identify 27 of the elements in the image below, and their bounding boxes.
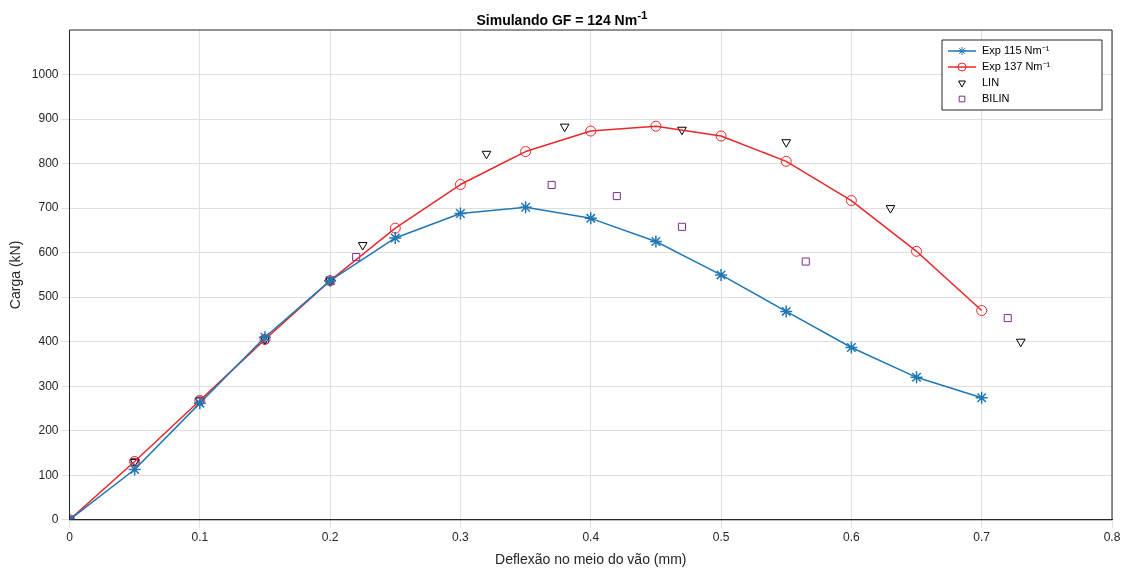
y-tick-label: 700 bbox=[38, 200, 59, 215]
x-axis-title: Deflexão no meio do vão (mm) bbox=[495, 551, 687, 568]
x-tick-label: 0.4 bbox=[582, 530, 600, 545]
x-tick-label: 0.5 bbox=[712, 530, 730, 545]
x-tick-label: 0.8 bbox=[1103, 530, 1121, 545]
y-tick-label: 600 bbox=[38, 244, 59, 259]
y-tick-label: 900 bbox=[38, 111, 59, 126]
x-tick-label: 0.6 bbox=[843, 530, 861, 545]
y-tick-label: 200 bbox=[38, 423, 59, 438]
x-tick-label: 0.2 bbox=[321, 530, 339, 545]
y-tick-label: 1000 bbox=[31, 66, 59, 81]
x-tick-label: 0.3 bbox=[452, 530, 470, 545]
legend-label: Exp 115 Nm⁻¹ bbox=[982, 44, 1050, 57]
y-tick-label: 800 bbox=[38, 155, 59, 170]
y-tick-label: 500 bbox=[38, 289, 59, 304]
legend-label: Exp 137 Nm⁻¹ bbox=[982, 60, 1051, 73]
y-tick-label: 0 bbox=[51, 512, 59, 527]
y-tick-label: 400 bbox=[38, 334, 59, 348]
chart-title: Simulando GF = 124 Nm$^{-1}$ bbox=[475, 8, 649, 28]
legend-label: LIN bbox=[982, 76, 1000, 89]
legend-label: BILIN bbox=[982, 92, 1010, 105]
y-tick-label: 300 bbox=[38, 378, 59, 393]
x-tick-label: 0 bbox=[66, 530, 74, 545]
y-axis-title: Carga (kN) bbox=[7, 240, 24, 310]
x-tick-label: 0.7 bbox=[973, 530, 991, 545]
x-tick-label: 0.1 bbox=[191, 530, 209, 545]
y-tick-label: 100 bbox=[38, 467, 59, 482]
